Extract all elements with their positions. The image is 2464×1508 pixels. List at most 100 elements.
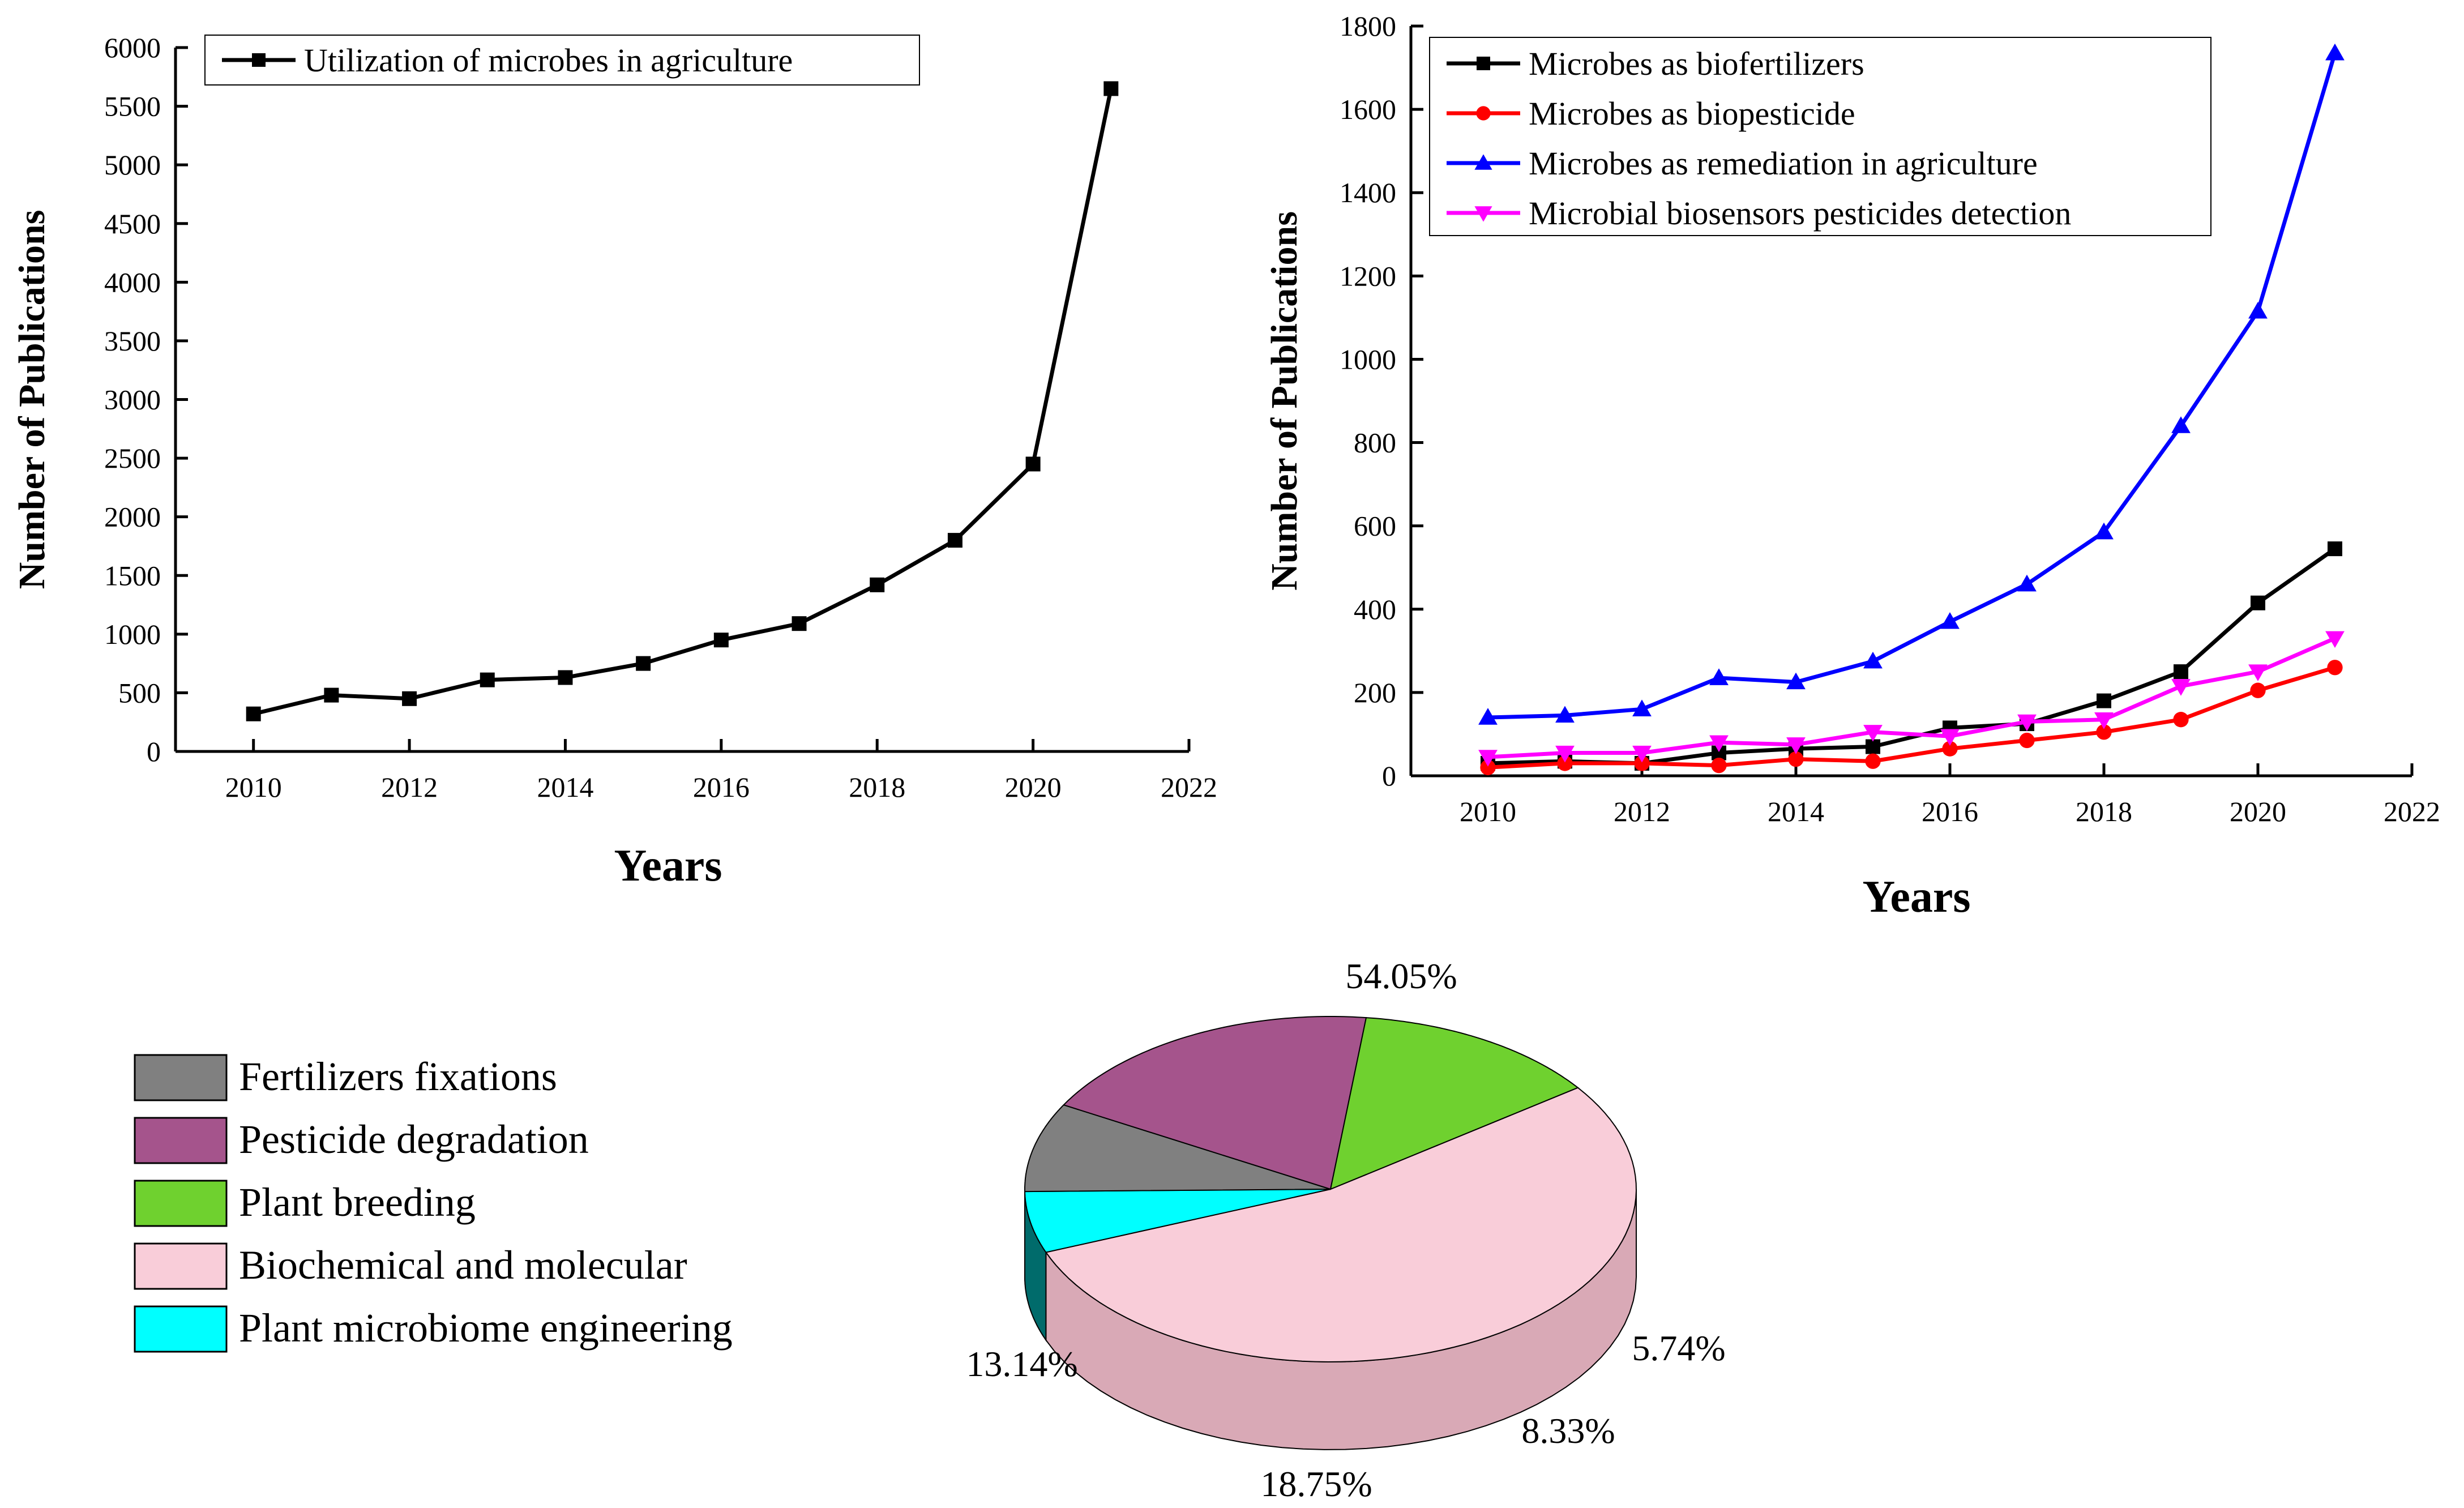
- legend-label: Microbes as biofertilizers: [1529, 45, 1864, 82]
- data-point: [1480, 759, 1496, 775]
- y-tick-label: 500: [118, 677, 161, 708]
- pie-legend-swatch: [134, 1180, 228, 1227]
- pie-chart-application-areas: 54.05% 5.74% 8.33% 18.75% 13.14% Fertilizers …: [134, 956, 1726, 1504]
- y-tick-label: 2000: [104, 501, 161, 533]
- series-line: [1487, 665, 2335, 770]
- data-point: [2174, 664, 2188, 680]
- pie-legend-label: Plant microbiome engineering: [239, 1305, 733, 1351]
- pie-legend-swatch: [134, 1054, 228, 1101]
- data-point: [1942, 741, 1958, 757]
- data-point: [1863, 651, 1883, 669]
- y-tick-label: 600: [1354, 510, 1396, 542]
- data-point: [1103, 81, 1119, 96]
- series-line: [1487, 547, 2337, 766]
- x-tick-label: 2016: [693, 771, 750, 803]
- x-axis-title: Years: [614, 841, 722, 891]
- x-tick-label: 2012: [1614, 796, 1670, 827]
- y-tick-label: 4500: [104, 208, 161, 240]
- y-tick-label: 5500: [104, 91, 161, 122]
- pie-legend-label: Biochemical and molecular: [239, 1242, 687, 1288]
- x-tick-label: 2014: [1768, 796, 1824, 827]
- data-point: [1709, 668, 1729, 685]
- legend-box: [1429, 37, 2211, 236]
- data-point: [2327, 660, 2343, 676]
- y-axis-title: Number of Publications: [11, 210, 53, 589]
- pie-slice-label: 5.74%: [1632, 1328, 1725, 1368]
- y-tick-label: 0: [1382, 760, 1396, 792]
- y-tick-label: 1800: [1340, 10, 1396, 42]
- y-tick-label: 400: [1354, 593, 1396, 625]
- data-point: [713, 633, 729, 648]
- y-tick-label: 3000: [104, 384, 161, 416]
- pie-slice-label: 13.14%: [966, 1344, 1077, 1384]
- data-point: [1634, 755, 1650, 771]
- y-tick-label: 1400: [1340, 177, 1396, 208]
- y-tick-label: 5000: [104, 149, 161, 181]
- data-point: [1632, 745, 1652, 763]
- data-point: [402, 691, 417, 706]
- data-point: [558, 670, 573, 685]
- legend-label: Microbial biosensors pesticides detectio…: [1529, 195, 2071, 232]
- data-point: [1865, 753, 1881, 769]
- data-point: [2094, 712, 2114, 729]
- data-point: [2248, 301, 2268, 319]
- data-point: [1478, 750, 1498, 767]
- legend-box: [204, 35, 920, 86]
- x-tick-label: 2020: [1005, 771, 1062, 803]
- y-axis-title: Number of Publications: [1264, 211, 1305, 591]
- data-point: [870, 577, 885, 592]
- pie-slice: [1024, 1104, 1331, 1193]
- y-tick-label: 2500: [104, 442, 161, 474]
- data-point: [2250, 682, 2266, 698]
- x-tick-label: 2022: [2384, 796, 2440, 827]
- data-point: [2173, 712, 2189, 728]
- data-point: [1863, 725, 1883, 742]
- y-tick-label: 200: [1354, 677, 1396, 708]
- pie-slice: [1329, 1017, 1579, 1190]
- data-point: [1940, 612, 1960, 629]
- x-tick-label: 2020: [2230, 796, 2286, 827]
- data-point: [792, 616, 807, 631]
- data-point: [947, 533, 962, 548]
- data-point: [2248, 664, 2268, 682]
- data-point: [1478, 708, 1498, 725]
- x-axis-title: Years: [1862, 872, 1970, 922]
- data-point: [1632, 699, 1652, 716]
- pie-slice-label: 18.75%: [1260, 1464, 1372, 1504]
- legend-marker: [1476, 106, 1491, 121]
- data-point: [2019, 732, 2035, 749]
- x-tick-label: 2010: [1460, 796, 1516, 827]
- legend-marker: [252, 53, 266, 67]
- y-tick-label: 1000: [1340, 343, 1396, 375]
- y-tick-label: 1200: [1340, 260, 1396, 292]
- pie-legend-swatch: [134, 1117, 228, 1164]
- x-tick-label: 2014: [537, 771, 593, 803]
- data-point: [324, 687, 339, 703]
- pie-legend-label: Fertilizers fixations: [239, 1054, 557, 1099]
- data-point: [2094, 522, 2114, 540]
- data-point: [2325, 43, 2345, 61]
- data-point: [246, 706, 261, 721]
- series-line: [1487, 636, 2336, 759]
- legend-marker: [1474, 206, 1492, 222]
- pie-legend-label: Plant breeding: [239, 1180, 476, 1225]
- data-point: [1709, 735, 1729, 753]
- pie-slice-label: 54.05%: [1345, 956, 1457, 996]
- series-line: [1487, 52, 2337, 720]
- data-point: [2171, 416, 2191, 433]
- x-tick-label: 2018: [2076, 796, 2132, 827]
- data-point: [2096, 724, 2112, 740]
- data-point: [1557, 755, 1573, 771]
- pie-legend-swatch: [134, 1242, 228, 1290]
- y-tick-label: 4000: [104, 266, 161, 298]
- y-tick-label: 3500: [104, 325, 161, 357]
- data-point: [1866, 739, 1880, 754]
- legend-label: Utilization of microbes in agriculture: [304, 42, 793, 79]
- data-point: [1555, 745, 1575, 763]
- pie-legend-label: Pesticide degradation: [239, 1117, 589, 1162]
- legend-label: Microbes as remediation in agriculture: [1529, 145, 2038, 182]
- y-tick-label: 1600: [1340, 93, 1396, 125]
- x-tick-label: 2012: [381, 771, 438, 803]
- y-tick-label: 6000: [104, 32, 161, 63]
- y-tick-label: 800: [1354, 427, 1396, 459]
